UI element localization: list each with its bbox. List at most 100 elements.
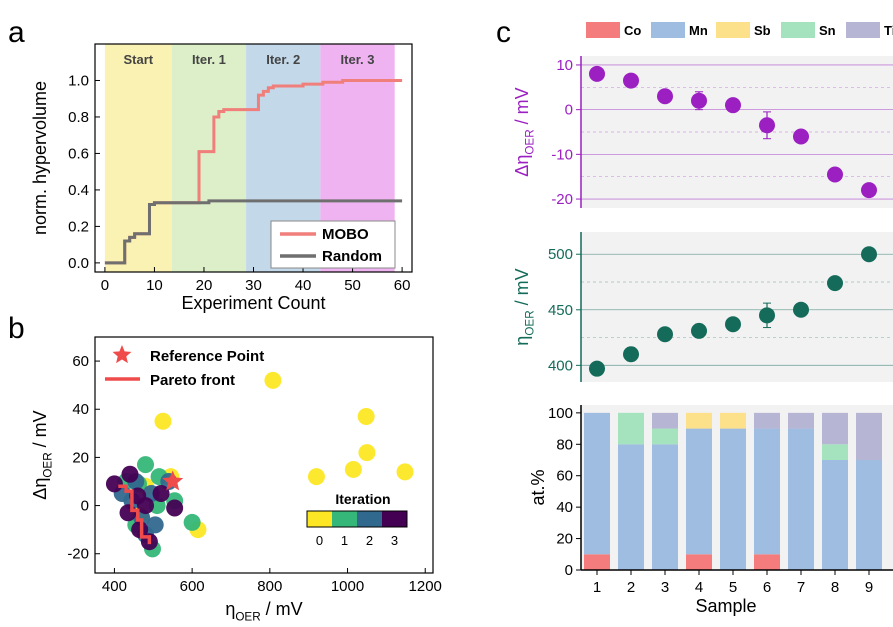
data-point bbox=[623, 72, 639, 89]
legend-swatch-mn bbox=[651, 22, 685, 38]
x-tick-label: 1000 bbox=[331, 578, 364, 595]
x-tick-label: 4 bbox=[695, 579, 703, 596]
legend-label: Sb bbox=[754, 23, 771, 38]
data-point bbox=[861, 246, 877, 263]
data-point-iter-1 bbox=[183, 513, 201, 531]
bar-segment-mn bbox=[856, 460, 882, 570]
data-point-iter-3 bbox=[121, 465, 139, 483]
region-label: Start bbox=[124, 52, 154, 67]
x-tick-label: 30 bbox=[245, 277, 262, 294]
y-tick-label: 0.2 bbox=[68, 218, 89, 235]
x-tick-label: 9 bbox=[865, 579, 873, 596]
x-tick-label: 50 bbox=[344, 277, 361, 294]
y-tick-label: 450 bbox=[548, 302, 573, 319]
legend-swatch-sb bbox=[716, 22, 750, 38]
x-tick-label: 8 bbox=[831, 579, 839, 596]
bar-segment-ti bbox=[652, 412, 678, 429]
x-tick-label: 60 bbox=[394, 277, 411, 294]
data-point bbox=[793, 301, 809, 318]
bar-segment-mn bbox=[822, 460, 848, 570]
y-tick-label: 60 bbox=[556, 468, 573, 485]
legend-label: Mn bbox=[689, 23, 708, 38]
legend-label: Reference Point bbox=[150, 348, 264, 365]
y-tick-label: 0.4 bbox=[68, 182, 89, 199]
data-point bbox=[623, 346, 639, 363]
reference-point-star bbox=[162, 470, 184, 491]
bar-segment-ti bbox=[754, 412, 780, 429]
region-band-0 bbox=[104, 44, 172, 272]
series-line-random bbox=[104, 199, 403, 265]
pareto-front-line bbox=[118, 484, 152, 545]
legend-swatch-sn bbox=[781, 22, 815, 38]
legend-label: Sn bbox=[819, 23, 836, 38]
y-tick-label: 0 bbox=[565, 562, 573, 579]
bar-segment-co bbox=[754, 554, 780, 570]
data-point-iter-3 bbox=[119, 504, 137, 522]
colorbar-tick: 3 bbox=[391, 533, 398, 548]
data-point-iter-0 bbox=[154, 412, 172, 430]
x-tick-label: 400 bbox=[102, 578, 127, 595]
region-label: Iter. 2 bbox=[266, 52, 300, 67]
bar-segment-mn bbox=[618, 444, 644, 570]
x-tick-label: 3 bbox=[661, 579, 669, 596]
colorbar-frame bbox=[306, 510, 408, 528]
x-tick-label: 5 bbox=[729, 579, 737, 596]
bar-segment-co bbox=[584, 554, 610, 570]
panel-label-b: b bbox=[8, 312, 25, 345]
data-point-iter-3 bbox=[137, 497, 155, 515]
legend-label: Random bbox=[322, 248, 382, 265]
y-tick-label: 80 bbox=[556, 436, 573, 453]
x-axis-label: Sample bbox=[695, 596, 756, 616]
colorbar-swatch bbox=[307, 511, 332, 527]
legend-label: MOBO bbox=[322, 226, 369, 243]
bar-segment-mn bbox=[584, 412, 610, 555]
bar-segment-mn bbox=[754, 428, 780, 555]
x-axis-label: Experiment Count bbox=[181, 293, 325, 313]
data-point-iter-0 bbox=[396, 463, 414, 481]
y-tick-label: -10 bbox=[551, 146, 573, 163]
data-point bbox=[827, 275, 843, 292]
y-axis-label: at.% bbox=[528, 469, 548, 505]
data-point-iter-3 bbox=[105, 475, 123, 493]
y-axis-label: ΔηOER / mV bbox=[30, 410, 54, 499]
data-point bbox=[759, 307, 775, 324]
legend-star-icon bbox=[112, 345, 132, 364]
region-label: Iter. 3 bbox=[341, 52, 375, 67]
data-point-iter-3 bbox=[152, 485, 170, 503]
y-tick-label: 10 bbox=[556, 57, 573, 74]
y-tick-label: -20 bbox=[551, 191, 573, 208]
x-tick-label: 40 bbox=[295, 277, 312, 294]
data-point bbox=[793, 128, 809, 145]
bar-segment-mn bbox=[652, 444, 678, 570]
y-axis-label: norm. hypervolume bbox=[30, 81, 50, 235]
y-tick-label: 60 bbox=[72, 353, 89, 370]
data-point bbox=[861, 182, 877, 199]
y-axis-label: ηOER / mV bbox=[512, 268, 536, 345]
legend-label: Co bbox=[624, 23, 641, 38]
legend-label: Ti bbox=[884, 23, 893, 38]
bar-segment-mn bbox=[788, 428, 814, 570]
panel-a-hypervolume-chart: Start Iter. 1 Iter. 2 Iter. 3 0 10 20 30 40 50 60 0… bbox=[30, 43, 413, 313]
y-tick-label: 400 bbox=[548, 357, 573, 374]
bar-segment-sb bbox=[720, 412, 746, 429]
bar-segment-sb bbox=[686, 412, 712, 429]
data-point bbox=[691, 322, 707, 339]
y-tick-label: 0 bbox=[565, 102, 573, 119]
data-point-iter-0 bbox=[358, 444, 376, 462]
y-tick-label: 0.8 bbox=[68, 109, 89, 126]
y-tick-label: 0 bbox=[81, 498, 89, 515]
panel-label-c: c bbox=[496, 16, 511, 49]
data-point-iter-3 bbox=[166, 499, 184, 517]
y-axis-label: ΔηOER / mV bbox=[512, 87, 536, 176]
bar-segment-ti bbox=[788, 412, 814, 429]
x-tick-label: 10 bbox=[146, 277, 163, 294]
data-point-iter-3 bbox=[131, 521, 149, 539]
bar-segment-sn bbox=[618, 412, 644, 445]
y-tick-label: 0.0 bbox=[68, 255, 89, 272]
colorbar-swatch bbox=[382, 511, 407, 527]
data-point-iter-0 bbox=[344, 460, 362, 478]
data-point bbox=[725, 316, 741, 333]
x-axis-label: ηOER / mV bbox=[225, 599, 302, 622]
